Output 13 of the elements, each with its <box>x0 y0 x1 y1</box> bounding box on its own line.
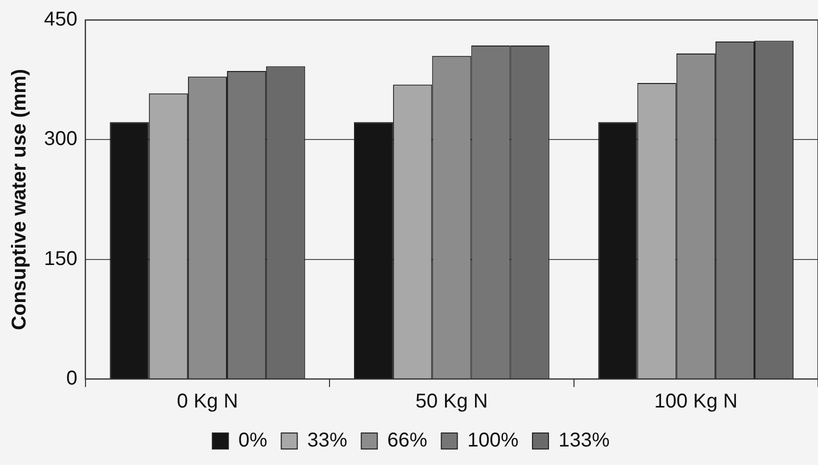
legend-label: 133% <box>558 430 610 452</box>
legend-label: 100% <box>467 430 519 452</box>
y-axis-title: Consuptive water use (mm) <box>8 68 31 330</box>
y-tick-label: 450 <box>44 8 78 31</box>
legend-label: 33% <box>307 430 348 452</box>
y-tick-label: 150 <box>44 248 78 270</box>
y-tick-label: 0 <box>66 368 78 390</box>
x-tick-label: 100 Kg N <box>654 390 738 413</box>
legend-label: 66% <box>387 430 428 452</box>
x-tick-label: 0 Kg N <box>176 390 238 413</box>
legend-label: 0% <box>238 430 268 452</box>
y-tick-label: 300 <box>44 128 78 150</box>
x-tick-label: 50 Kg N <box>416 390 488 413</box>
